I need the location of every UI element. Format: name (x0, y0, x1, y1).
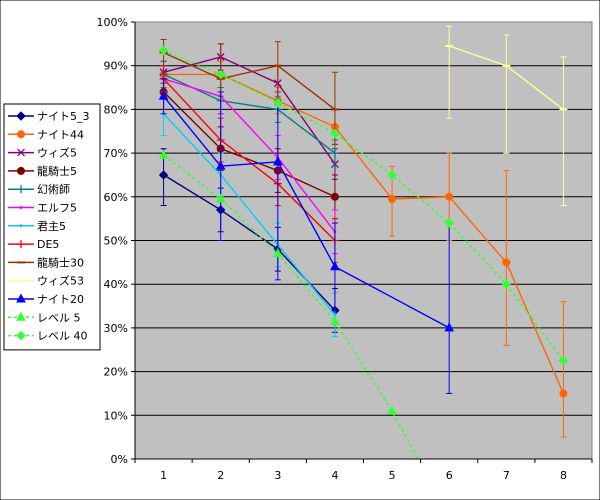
data-point-marker (158, 45, 169, 56)
legend-entry-label: レベル 40 (37, 330, 88, 343)
y-tick-label: 70% (104, 147, 128, 160)
series-group (158, 149, 419, 459)
data-point-marker (330, 192, 339, 201)
data-point-marker (215, 69, 226, 80)
y-tick-label: 20% (104, 366, 128, 379)
data-point-marker (16, 111, 26, 121)
legend-entry-label: 君主5 (37, 220, 66, 233)
data-point-marker (330, 261, 340, 271)
data-point-marker (215, 193, 226, 203)
data-point-marker (558, 355, 569, 366)
series-group (158, 78, 455, 394)
data-point-marker (17, 166, 25, 175)
series-group (445, 25, 568, 207)
data-point-marker (17, 148, 25, 157)
series-line (163, 51, 336, 110)
data-point-marker (215, 160, 226, 170)
series-line (163, 78, 336, 241)
y-tick-label: 80% (104, 103, 128, 116)
data-point-marker (502, 258, 511, 267)
legend-entry-label: 龍騎士30 (37, 255, 84, 269)
x-tick-label: 2 (217, 469, 224, 482)
legend-entry-label: レベル 5 (37, 311, 81, 324)
data-point-marker (330, 149, 339, 158)
y-tick-label: 10% (104, 409, 128, 422)
data-point-marker (16, 293, 26, 303)
legend-entry-label: 幻術師 (37, 183, 70, 196)
data-point-marker (158, 170, 169, 180)
data-point-marker (17, 240, 25, 249)
data-point-marker (273, 98, 283, 108)
data-point-marker (16, 330, 26, 341)
data-point-marker (388, 194, 397, 203)
data-point-marker (19, 206, 23, 209)
data-point-marker (445, 192, 454, 201)
series-line (163, 91, 336, 198)
data-point-marker (444, 218, 454, 228)
y-tick-label: 60% (104, 191, 128, 204)
y-tick-label: 0% (111, 453, 128, 466)
x-tick-label: 1 (160, 469, 167, 482)
legend-entry-label: ナイト44 (37, 128, 84, 141)
series-line (163, 49, 565, 362)
data-point-marker (158, 149, 169, 159)
y-tick-label: 40% (104, 278, 128, 291)
data-point-marker (272, 248, 283, 258)
data-point-marker (444, 322, 455, 332)
series-group (158, 45, 569, 366)
data-point-marker (19, 224, 23, 228)
legend-entry-label: エルフ5 (37, 202, 77, 215)
x-tick-label: 4 (331, 469, 338, 482)
data-point-marker (17, 185, 25, 194)
data-point-marker (272, 156, 283, 166)
x-tick-label: 8 (560, 469, 567, 482)
y-tick-label: 50% (104, 235, 128, 248)
data-point-marker (559, 389, 568, 398)
series-line (163, 56, 336, 165)
x-tick-label: 6 (446, 469, 453, 482)
data-point-marker (387, 405, 397, 415)
legend-box (3, 103, 101, 351)
legend-entry-label: 龍騎士5 (37, 164, 77, 178)
data-point-marker (333, 313, 337, 317)
x-tick-label: 5 (389, 469, 396, 482)
data-point-marker (158, 90, 169, 100)
legend-entry-label: DE5 (37, 238, 59, 251)
y-tick-label: 90% (104, 60, 128, 73)
data-point-marker (330, 315, 340, 325)
series-line (163, 78, 336, 233)
legend-entry-label: ナイト5_3 (37, 110, 90, 123)
y-tick-label: 100% (97, 16, 128, 29)
legend-entry-label: ウィズ5 (37, 146, 77, 160)
legend-entry-label: ナイト20 (37, 293, 84, 306)
x-tick-label: 3 (274, 469, 281, 482)
legend-entry-label: ウィズ53 (37, 274, 84, 288)
data-point-marker (330, 128, 340, 139)
x-tick-label: 7 (503, 469, 510, 482)
data-point-marker (501, 279, 512, 289)
data-point-marker (387, 170, 397, 180)
data-point-marker (16, 311, 26, 321)
series-line (163, 113, 336, 316)
data-point-marker (17, 130, 25, 139)
series-line (163, 154, 419, 459)
plot-layer: 0% 10% 20% 30% 40% 50% 60% 70% 80% 90% 100% 1 2 3 4 5 6 7… (97, 16, 593, 482)
y-tick-label: 30% (104, 322, 128, 335)
